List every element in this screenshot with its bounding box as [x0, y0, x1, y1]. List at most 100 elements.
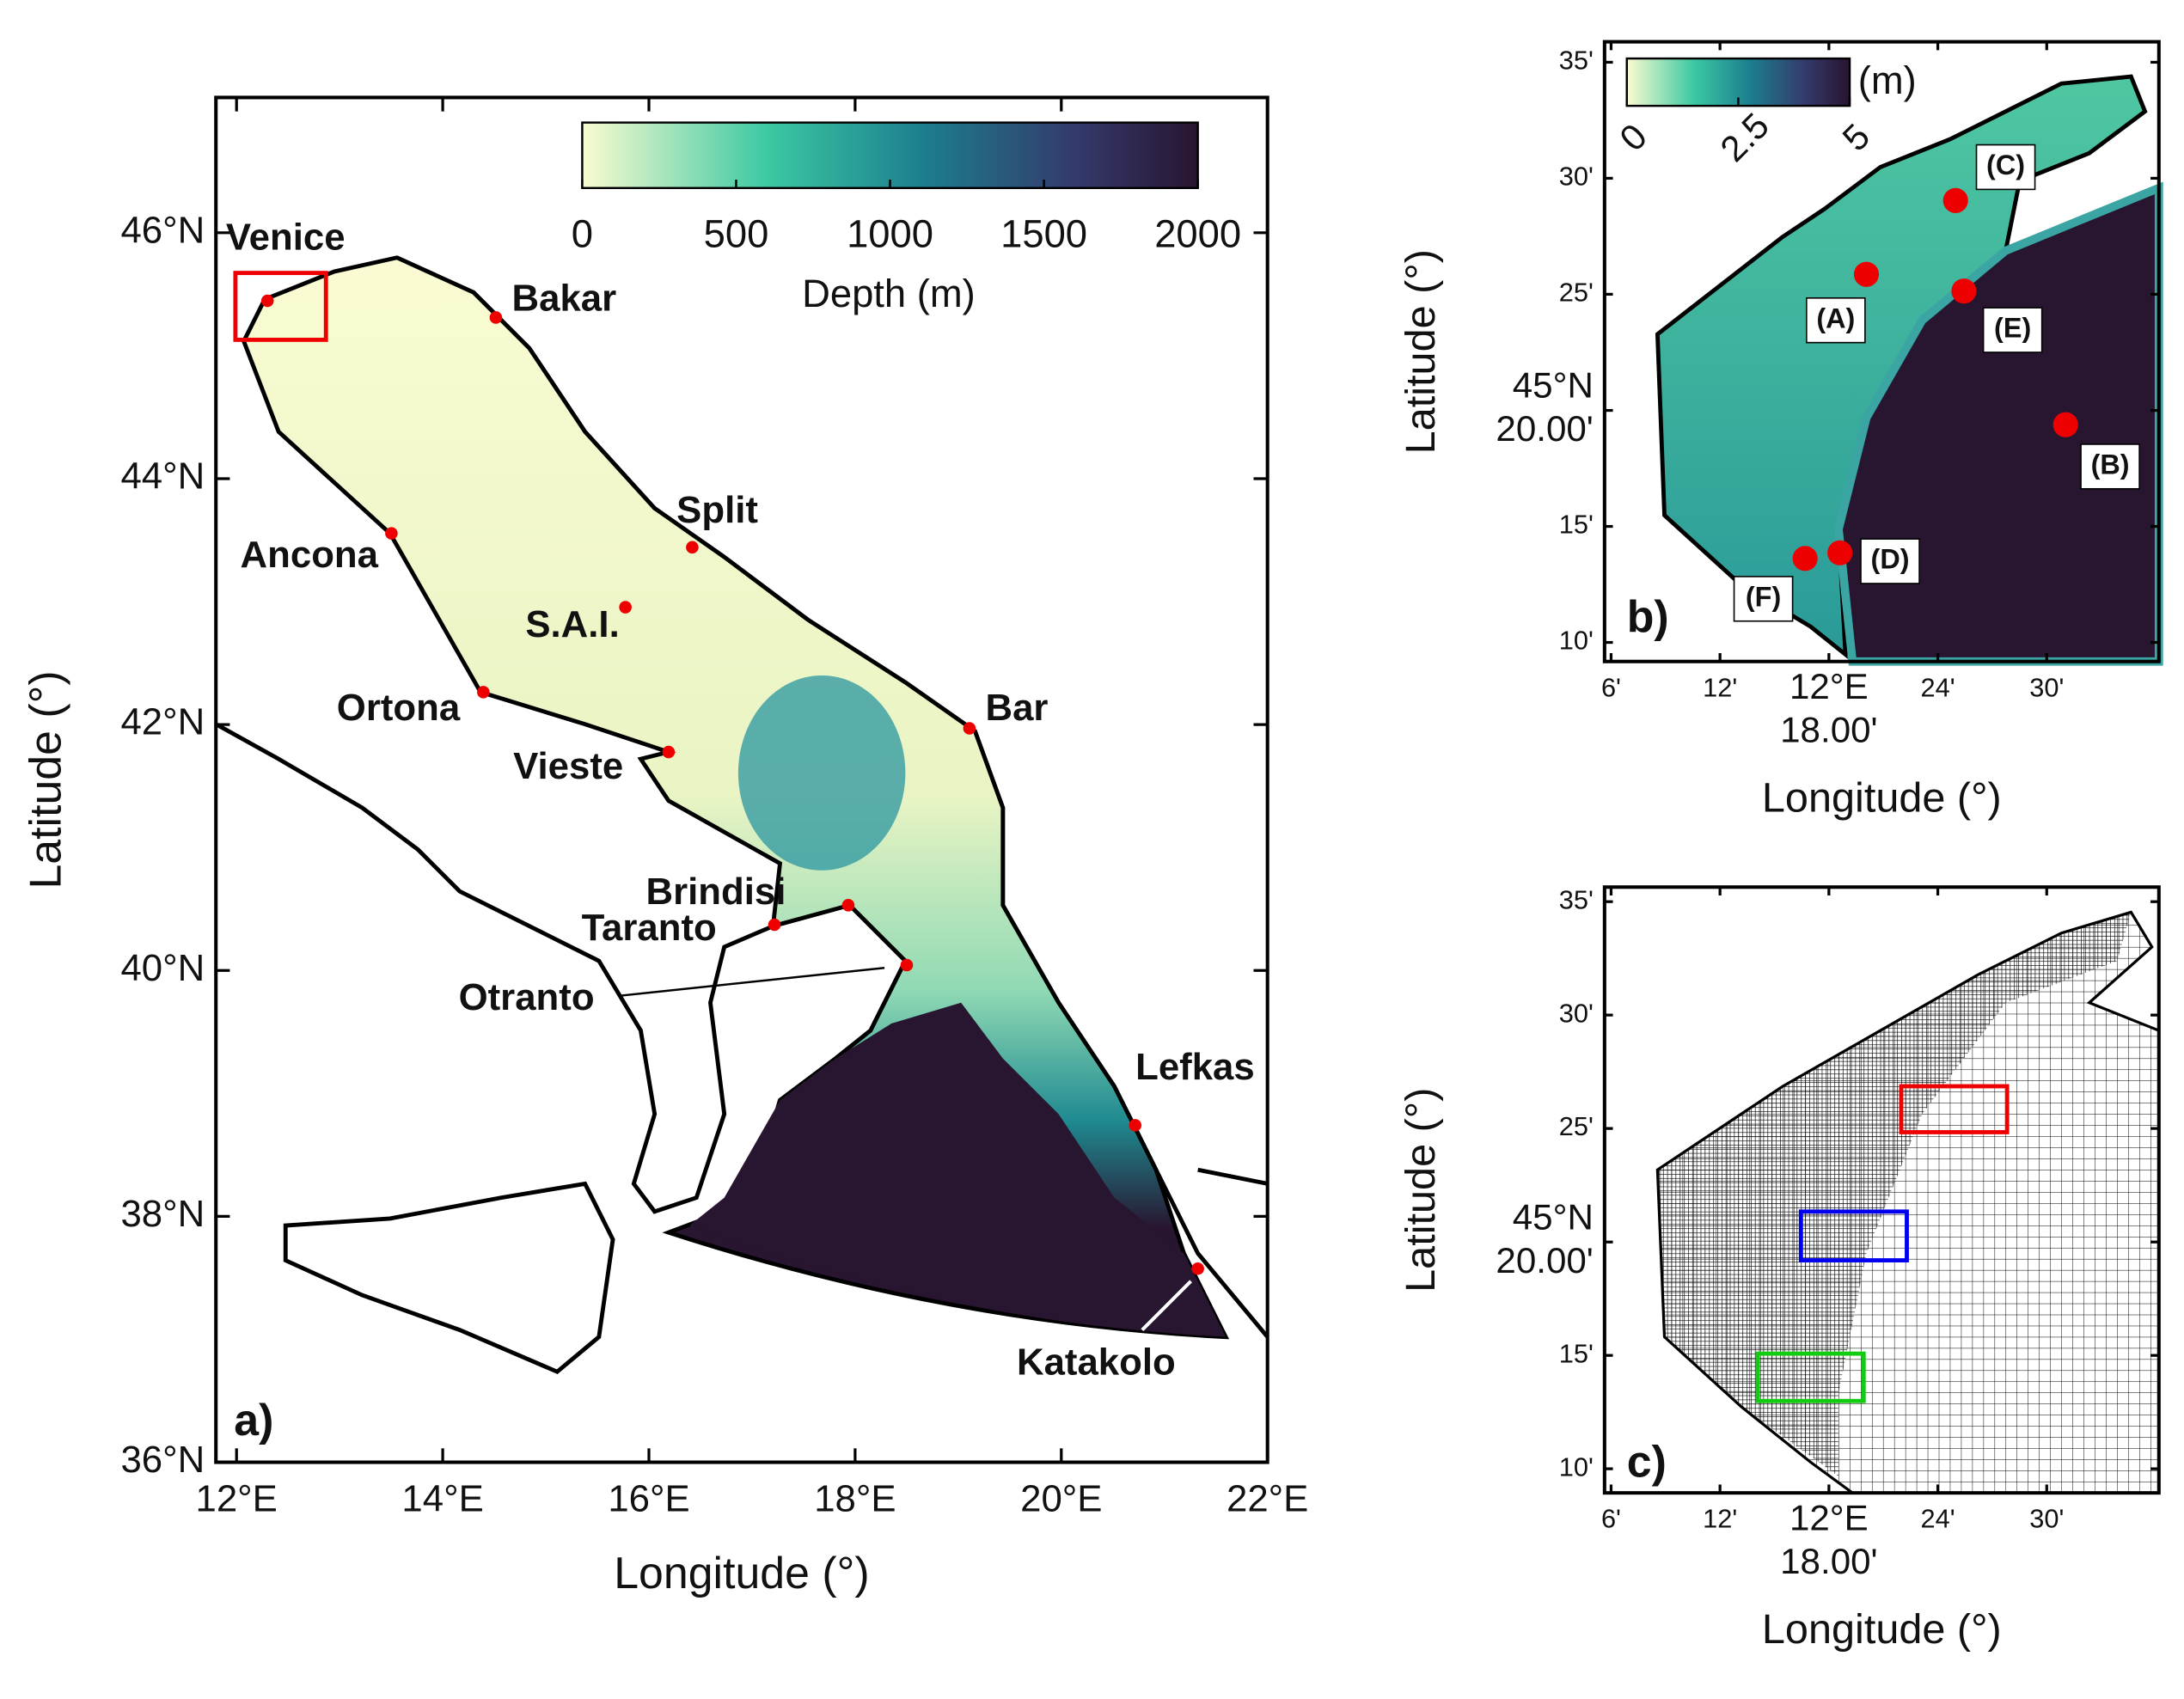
x-tick-label: 14°E	[401, 1477, 483, 1519]
x-tick-label: 16°E	[608, 1477, 689, 1519]
colorbar-tick-label: 2.5	[1712, 105, 1777, 169]
place-dot	[1129, 1119, 1142, 1132]
venice-box	[233, 271, 328, 342]
y-axis-label: Latitude (°)	[20, 670, 70, 889]
x-tick-label: 30'	[2029, 672, 2064, 702]
axes-frame	[214, 95, 1269, 1464]
place-dot	[841, 899, 855, 912]
axes-frame	[1602, 885, 2161, 1495]
station-label: (E)	[1994, 313, 2031, 344]
x-axis-label: Longitude (°)	[614, 1548, 869, 1598]
map-a	[215, 255, 1269, 1375]
colorbar-tick-label: 1000	[847, 211, 933, 255]
y-tick-label: 30'	[1559, 998, 1594, 1028]
y-tick-label: 45°N 20.00'	[1496, 365, 1593, 449]
place-dot	[619, 601, 632, 614]
x-tick-label: 6'	[1601, 1504, 1621, 1534]
station-dot	[1827, 540, 1853, 565]
y-tick-label: 25'	[1559, 1111, 1594, 1141]
place-label: Split	[676, 489, 758, 531]
blue-box	[1798, 1209, 1909, 1262]
y-axis-label: Latitude (°)	[1398, 1088, 1444, 1293]
place-dot	[686, 541, 699, 554]
y-tick-label: 40°N	[120, 947, 205, 989]
colorbar-label: (m)	[1858, 58, 1917, 102]
colorbar-tick-label: 5	[1834, 116, 1877, 159]
place-dot	[260, 294, 274, 308]
y-tick-label: 46°N	[120, 209, 205, 251]
colorbar-tick-label: 0	[572, 211, 593, 255]
x-tick-label: 12'	[1703, 672, 1737, 702]
y-tick-label: 15'	[1559, 510, 1594, 540]
place-label: Brindisi	[646, 871, 786, 913]
y-tick-label: 45°N 20.00'	[1496, 1196, 1593, 1280]
x-tick-label: 30'	[2029, 1504, 2064, 1534]
y-tick-label: 42°N	[120, 701, 205, 743]
station-label: (B)	[2091, 449, 2130, 480]
place-label: Venice	[226, 216, 346, 258]
place-label: Bakar	[512, 278, 617, 320]
y-tick-label: 25'	[1559, 278, 1594, 308]
x-axis-label: Longitude (°)	[1762, 1606, 2002, 1653]
station-label-box	[1860, 538, 1920, 584]
green-box	[1755, 1351, 1866, 1403]
place-label: Ancona	[241, 534, 379, 576]
place-label: Ortona	[337, 687, 461, 729]
x-tick-label: 12'	[1703, 1504, 1737, 1534]
station-label: (C)	[1986, 150, 2025, 180]
station-dot	[2052, 412, 2078, 437]
place-dot	[662, 745, 676, 759]
station-dot	[1951, 278, 1977, 304]
place-label: Vieste	[513, 745, 623, 787]
station-dot	[1942, 187, 1968, 213]
place-dot	[768, 918, 781, 932]
station-label-box	[1806, 296, 1866, 344]
y-tick-label: 35'	[1559, 46, 1594, 76]
y-tick-label: 35'	[1559, 884, 1594, 914]
place-label: S.A.I.	[525, 603, 619, 645]
axes-frame	[1602, 40, 2161, 663]
colorbar-a	[581, 121, 1199, 189]
place-label: Katakolo	[1017, 1341, 1176, 1384]
y-tick-label: 10'	[1559, 626, 1594, 656]
place-dot	[900, 958, 914, 972]
place-dot	[489, 311, 503, 324]
ionian-deep	[689, 1002, 1227, 1337]
mesh-fine	[1657, 912, 2132, 1476]
south-adriatic-pit	[737, 675, 906, 871]
y-tick-label: 30'	[1559, 162, 1594, 192]
station-label: (D)	[1871, 544, 1910, 575]
station-label: (A)	[1816, 303, 1855, 333]
place-label: Lefkas	[1135, 1046, 1255, 1088]
station-label-box	[2080, 443, 2140, 490]
station-dot	[1792, 546, 1818, 571]
otranto-arrow	[620, 967, 885, 997]
x-tick-label: 24'	[1921, 672, 1955, 702]
katakolo-arrow	[1141, 1280, 1192, 1332]
x-tick-label: 12°E 18.00'	[1780, 1498, 1877, 1582]
colorbar-tick-label: 2000	[1154, 211, 1241, 255]
y-tick-label: 44°N	[120, 455, 205, 498]
station-label-box	[1733, 576, 1794, 622]
station-dot	[1853, 261, 1880, 287]
y-tick-label: 15'	[1559, 1338, 1594, 1368]
y-axis-label: Latitude (°)	[1398, 249, 1444, 454]
x-axis-label: Longitude (°)	[1762, 775, 2002, 822]
place-dot	[385, 527, 398, 540]
x-tick-label: 22°E	[1227, 1477, 1308, 1519]
x-tick-label: 12°E	[196, 1477, 278, 1519]
place-dot	[963, 722, 976, 735]
y-tick-label: 36°N	[120, 1439, 205, 1481]
station-label-box	[1975, 144, 2036, 191]
y-tick-label: 10'	[1559, 1451, 1594, 1482]
place-label: Otranto	[459, 976, 595, 1018]
station-label: (F)	[1746, 581, 1781, 612]
panel-label: c)	[1627, 1436, 1667, 1486]
station-label-box	[1982, 307, 2043, 353]
place-dot	[477, 686, 490, 699]
place-dot	[1191, 1262, 1204, 1275]
panel-label: a)	[234, 1395, 273, 1445]
y-tick-label: 38°N	[120, 1193, 205, 1235]
place-label: Bar	[986, 687, 1049, 729]
